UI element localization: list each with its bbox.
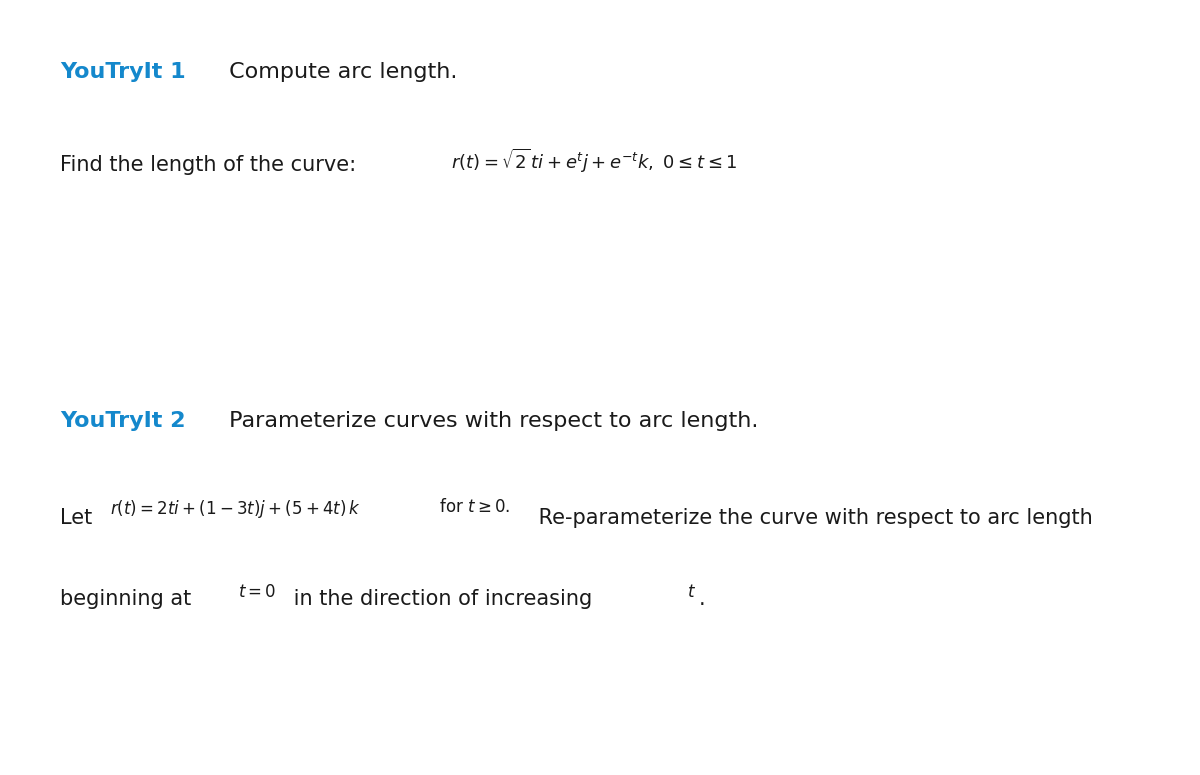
Text: $t=0$: $t=0$ bbox=[238, 583, 276, 601]
Text: beginning at: beginning at bbox=[60, 589, 198, 609]
Text: YouTryIt 1: YouTryIt 1 bbox=[60, 62, 186, 82]
Text: Find the length of the curve:: Find the length of the curve: bbox=[60, 155, 362, 175]
Text: Parameterize curves with respect to arc length.: Parameterize curves with respect to arc … bbox=[222, 411, 758, 431]
Text: $r(t) =2ti+(1-3t)j+(5+4t)\,k$: $r(t) =2ti+(1-3t)j+(5+4t)\,k$ bbox=[110, 498, 361, 520]
Text: Re-parameterize the curve with respect to arc length: Re-parameterize the curve with respect t… bbox=[533, 508, 1093, 528]
Text: .: . bbox=[698, 589, 706, 609]
Text: for $t \geq 0$.: for $t \geq 0$. bbox=[434, 498, 510, 516]
Text: in the direction of increasing: in the direction of increasing bbox=[288, 589, 593, 609]
Text: Compute arc length.: Compute arc length. bbox=[222, 62, 457, 82]
Text: YouTryIt 2: YouTryIt 2 bbox=[60, 411, 186, 431]
Text: Let: Let bbox=[60, 508, 98, 528]
Text: $r(t) =\sqrt{2}\,ti+e^{t}j+e^{-t}k,\ 0 \leq t \leq 1$: $r(t) =\sqrt{2}\,ti+e^{t}j+e^{-t}k,\ 0 \… bbox=[451, 147, 737, 175]
Text: $t$: $t$ bbox=[688, 583, 696, 601]
